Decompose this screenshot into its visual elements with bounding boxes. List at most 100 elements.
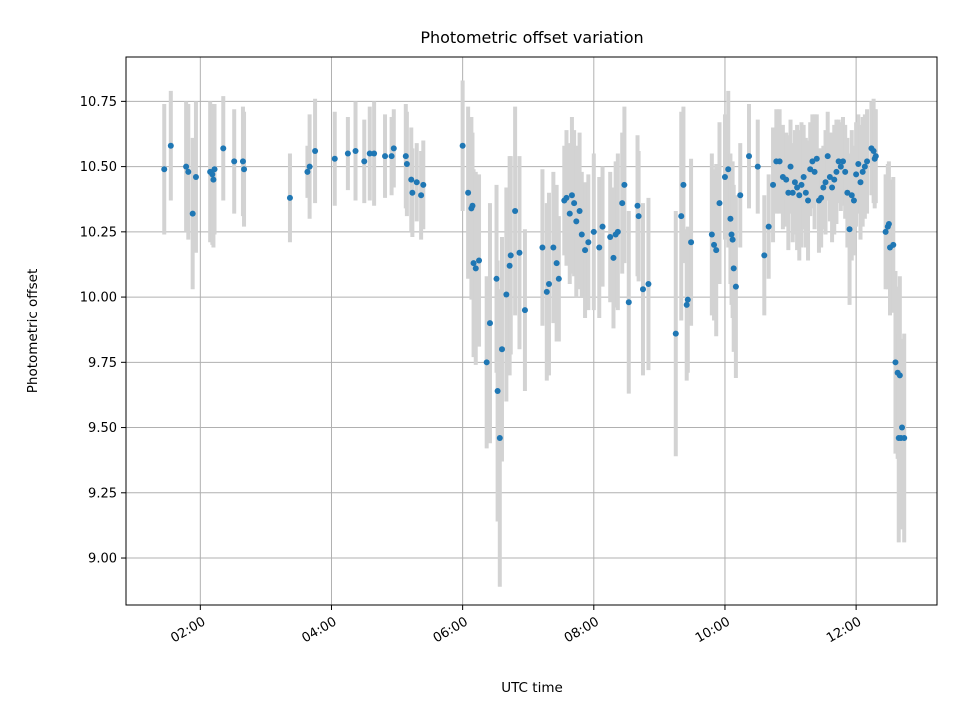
data-point (634, 202, 641, 209)
data-point (192, 174, 199, 181)
data-point (831, 176, 838, 183)
data-point (835, 158, 842, 165)
data-point (729, 236, 736, 243)
data-point (241, 166, 248, 173)
data-point (413, 179, 420, 186)
data-point (553, 260, 560, 267)
data-point (885, 221, 892, 228)
data-point (388, 153, 395, 160)
y-tick-label: 10.50 (80, 160, 117, 175)
data-point (596, 244, 603, 251)
data-point (476, 257, 483, 264)
data-point (855, 160, 862, 167)
data-point (521, 307, 528, 314)
data-point (857, 179, 864, 186)
data-point (625, 299, 632, 306)
chart-title: Photometric offset variation (420, 28, 643, 47)
data-point (390, 145, 397, 152)
data-point (688, 239, 695, 246)
y-tick-label: 10.75 (80, 95, 117, 110)
data-point (684, 296, 691, 303)
data-point (582, 247, 589, 254)
y-tick-label: 10.00 (80, 291, 117, 306)
data-point (239, 158, 246, 165)
data-point (493, 275, 500, 282)
data-point (770, 181, 777, 188)
data-point (811, 168, 818, 175)
data-point (366, 150, 373, 157)
data-point (870, 147, 877, 154)
data-point (796, 192, 803, 199)
data-point (576, 207, 583, 214)
data-point (599, 223, 606, 230)
data-point (516, 249, 523, 256)
data-point (842, 168, 849, 175)
data-point (465, 189, 472, 196)
data-point (861, 163, 868, 170)
data-point (672, 330, 679, 337)
data-point (344, 150, 351, 157)
data-point (496, 434, 503, 441)
data-point (678, 213, 685, 220)
data-point (566, 210, 573, 217)
y-axis-ticks: 9.00 9.25 9.50 9.75 10.00 10.25 10.50 10.75 (80, 95, 126, 567)
data-point (573, 218, 580, 225)
data-point (791, 179, 798, 186)
data-point (822, 179, 829, 186)
data-point (713, 247, 720, 254)
data-point (635, 213, 642, 220)
data-point (545, 281, 552, 288)
data-point (829, 184, 836, 191)
data-point (737, 192, 744, 199)
data-point (716, 200, 723, 207)
data-point (459, 142, 466, 149)
data-point (787, 163, 794, 170)
data-point (361, 158, 368, 165)
data-point (555, 275, 562, 282)
data-point (539, 244, 546, 251)
data-point (721, 174, 728, 181)
y-tick-label: 9.00 (88, 552, 117, 567)
data-point (590, 228, 597, 235)
data-point (550, 244, 557, 251)
data-point (185, 168, 192, 175)
data-point (826, 174, 833, 181)
x-axis-title: UTC time (501, 680, 563, 696)
data-point (711, 241, 718, 248)
data-point (789, 189, 796, 196)
data-point (890, 241, 897, 248)
data-point (901, 434, 908, 441)
data-point (506, 262, 513, 269)
data-point (800, 174, 807, 181)
data-point (189, 210, 196, 217)
data-point (418, 192, 425, 199)
data-point (220, 145, 227, 152)
y-tick-label: 9.75 (88, 356, 117, 371)
data-point (840, 158, 847, 165)
data-point (312, 147, 319, 154)
data-point (472, 265, 479, 272)
data-point (352, 147, 359, 154)
data-point (209, 171, 216, 178)
data-point (498, 346, 505, 353)
data-point (853, 171, 860, 178)
data-point (571, 200, 578, 207)
data-point (469, 202, 476, 209)
data-point (746, 153, 753, 160)
data-point (708, 231, 715, 238)
data-point (859, 168, 866, 175)
data-point (231, 158, 238, 165)
data-point (607, 234, 614, 241)
data-point (494, 388, 501, 395)
data-point (882, 228, 889, 235)
data-point (732, 283, 739, 290)
data-point (818, 194, 825, 201)
data-point (807, 166, 814, 173)
data-point (371, 150, 378, 157)
data-point (680, 181, 687, 188)
data-point (727, 215, 734, 222)
data-point (645, 281, 652, 288)
data-point (813, 155, 820, 162)
data-point (754, 163, 761, 170)
